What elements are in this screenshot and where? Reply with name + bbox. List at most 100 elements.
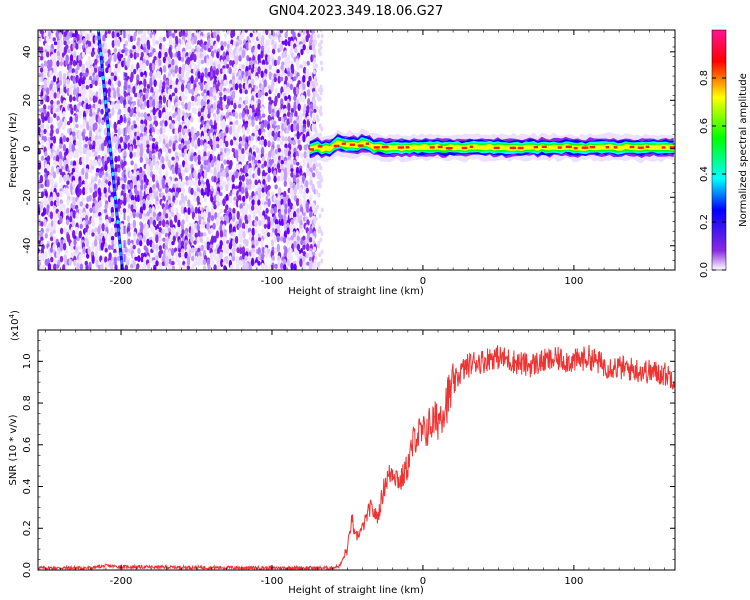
noise-cell [241,49,246,59]
noise-cell [60,57,64,62]
noise-cell [199,236,204,244]
noise-cell [257,192,262,200]
noise-cell [133,68,137,75]
noise-cell [94,175,98,182]
noise-cell [38,188,41,193]
noise-cell [158,250,162,259]
noise-cell [171,156,175,161]
noise-cell [113,75,118,82]
noise-cell [320,249,324,255]
noise-cell [104,261,109,270]
noise-cell [313,108,317,113]
noise-cell [222,198,226,207]
noise-cell [276,223,280,231]
noise-cell [216,51,220,59]
noise-cell [100,232,104,238]
noise-cell [84,72,89,78]
noise-cell [305,252,309,259]
noise-cell [312,172,316,178]
noise-cell [234,112,239,120]
snr-scale-label: (x104) [8,310,21,341]
noise-cell [130,160,134,166]
noise-cell [276,235,280,243]
noise-cell [149,99,153,108]
noise-cell [94,58,98,66]
noise-cell [171,211,175,217]
noise-cell [110,235,115,241]
noise-cell [315,81,319,87]
noise-cell [155,243,159,252]
noise-cell [213,176,217,183]
noise-cell [71,220,76,227]
noise-cell [295,156,300,160]
noise-cell [270,232,274,237]
noise-cell [193,39,197,45]
noise-cell [316,33,320,39]
noise-cell [238,156,242,163]
noise-cell [258,151,262,159]
noise-cell [306,261,310,266]
noise-cell [146,195,150,201]
noise-cell [293,186,297,196]
noise-cell [145,178,150,186]
noise-cell [262,30,266,35]
noise-cell [319,90,323,96]
noise-cell [158,51,162,59]
noise-cell [302,199,307,207]
noise-cell [95,172,99,177]
noise-cell [76,262,80,270]
noise-cell [95,139,100,148]
noise-cell [264,65,269,70]
noise-cell [73,150,77,159]
noise-cell [317,192,321,198]
noise-cell [296,62,300,71]
noise-cell [180,196,185,203]
noise-cell [276,69,280,74]
noise-cell [154,157,159,162]
noise-cell [130,194,135,202]
noise-cell [177,43,181,49]
noise-cell [159,127,163,135]
noise-cell [186,243,191,250]
noise-cell [38,99,41,106]
noise-cell [274,184,278,190]
noise-cell [235,119,239,125]
noise-cell [108,203,112,210]
noise-cell [70,252,74,259]
figure-title: GN04.2023.349.18.06.G27 [269,4,444,19]
noise-cell [168,139,172,147]
noise-cell [126,215,131,223]
noise-cell [152,211,157,219]
signal-band-core [645,145,650,148]
svg-text:(x104): (x104) [8,310,21,341]
noise-cell [305,180,309,188]
noise-cell [114,128,118,134]
noise-cell [213,264,217,270]
noise-cell [167,99,171,109]
noise-cell [219,172,223,177]
noise-cell [264,48,268,54]
noise-cell [52,224,56,231]
noise-cell [140,256,144,263]
noise-cell [280,218,285,227]
noise-cell [235,101,240,106]
noise-cell [42,207,47,216]
noise-cell [232,40,237,47]
noise-cell [65,59,69,66]
noise-cell [305,71,310,79]
noise-cell [172,71,176,78]
noise-cell [216,34,220,43]
noise-cell [210,104,214,110]
noise-cell [216,144,220,149]
noise-cell [142,203,146,211]
noise-cell [314,255,318,261]
noise-cell [191,138,195,148]
noise-cell [202,265,207,270]
noise-cell [283,264,287,270]
noise-cell [171,241,175,246]
noise-cell [181,171,185,177]
noise-cell [292,139,296,146]
tone-line-cell [101,75,105,81]
noise-cell [257,66,261,75]
